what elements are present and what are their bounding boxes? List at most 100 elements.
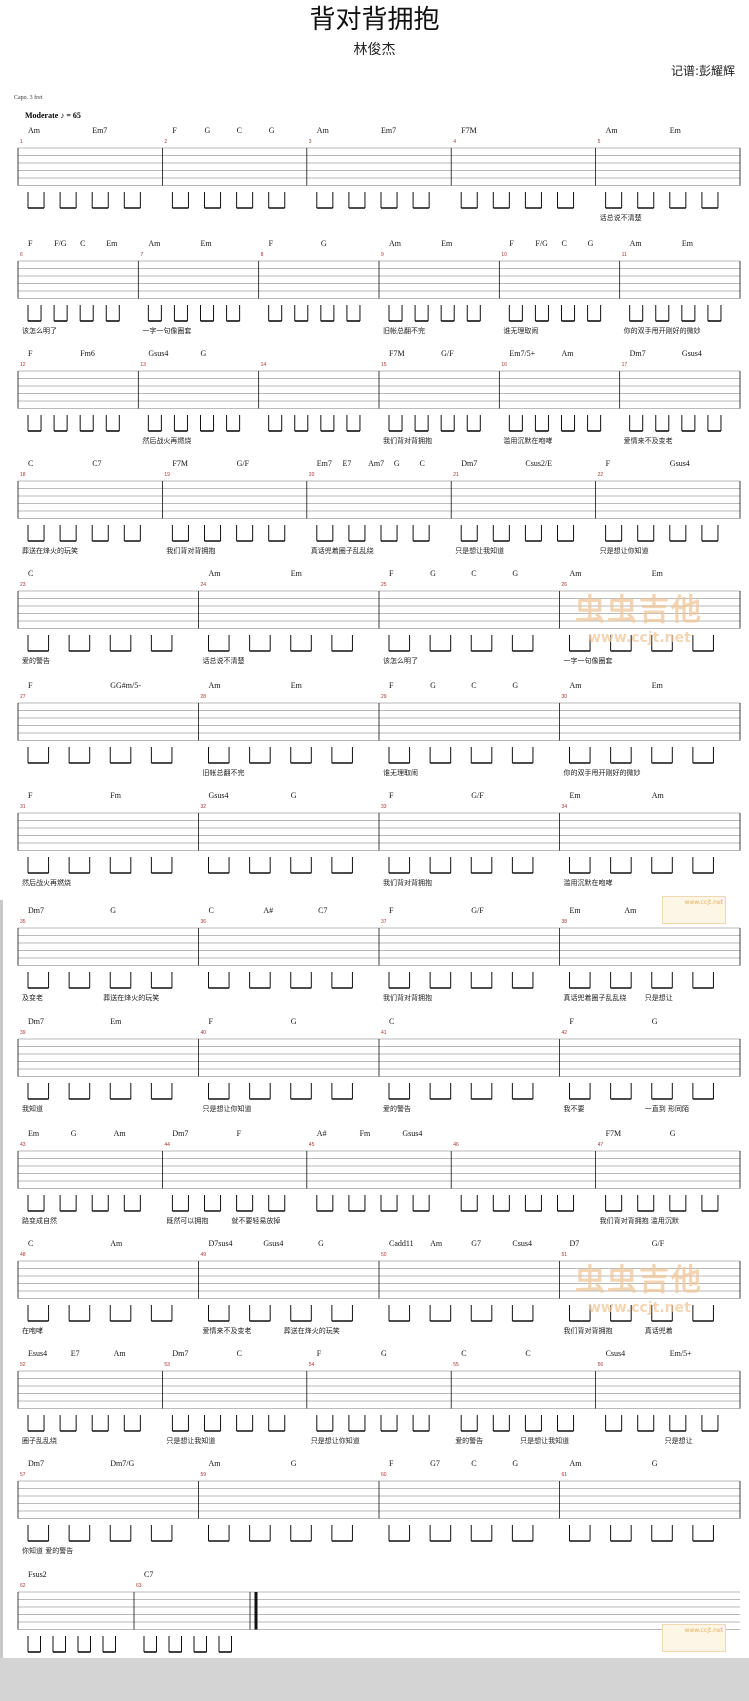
measure-number: 18 — [20, 472, 26, 478]
tab-staff — [17, 1038, 741, 1100]
lyric-line: 真话兜着 — [644, 1327, 673, 1335]
chord-name: GG#m/5- — [110, 681, 141, 690]
lyric-line: 葬送在烽火的玩笑 — [283, 1327, 340, 1335]
measure-number: 34 — [561, 804, 568, 810]
tab-system: 12 F Fm6 13 Gsus4 G 14 15 F7M G/F 16 Em7/5+ Am 17 Dm7 G… — [0, 349, 749, 449]
chord-name: Em — [651, 681, 663, 690]
chord-name: Gsus4 — [208, 791, 229, 800]
chord-name: C — [561, 239, 567, 248]
measure-number: 3 — [308, 139, 312, 145]
measure-number: 44 — [164, 1142, 170, 1148]
measure-number: 21 — [453, 472, 459, 478]
tab-system: 62 Fsus2 63 C7 — [0, 1570, 749, 1670]
lyric-line: 真话兜着圈子乱乱绕 — [310, 547, 374, 555]
chord-name: G — [381, 1349, 387, 1358]
measure-number: 39 — [20, 1030, 26, 1036]
chord-name: G — [290, 1017, 297, 1026]
chord-name: Am — [629, 239, 642, 248]
measure-number: 37 — [381, 919, 387, 925]
page-edge — [0, 900, 3, 1658]
chord-name: G — [110, 906, 117, 915]
measure-number: 30 — [561, 694, 568, 700]
chord-name: G7 — [430, 1459, 440, 1468]
chord-name: F7M — [389, 349, 405, 358]
measure-number: 56 — [597, 1362, 604, 1368]
lyric-line: 及变老 — [22, 994, 43, 1002]
tab-system: 18 C C7 19 F7M G/F 20 Em7 E7 Am7 G C 21 Dm7 Csus2/E 22 F… — [0, 459, 749, 559]
measure-number: 63 — [136, 1583, 142, 1589]
measure-number: 47 — [597, 1142, 604, 1148]
tab-system: 31 F Fm 32 Gsus4 G 33 F G/F 34 Em Am 然后战火再燃烧 我们背对背拥抱滥… — [0, 791, 749, 891]
chord-name: Am — [561, 349, 574, 358]
watermark-site: www.ccjt.net — [588, 630, 691, 646]
chord-name: G/F — [651, 1239, 665, 1248]
lyric-line: 我们背对背拥抱 — [383, 437, 432, 445]
chord-name: F — [28, 791, 33, 800]
chord-name: Gsus4 — [669, 459, 690, 468]
measure-number: 32 — [200, 804, 207, 810]
chord-name: Am — [430, 1239, 443, 1248]
chord-name: C — [80, 239, 86, 248]
chord-name: G — [651, 1017, 658, 1026]
tab-system: 1 Am Em7 2 F G C G 3 Am Em7 4 F7M 5 Am Em 话总说不清楚 — [0, 126, 749, 226]
tab-system: 27 F GG#m/5- 28 Am Em 29 F G C G 30 Am Em 旧帐总翻不完 谁无理取闹你… — [0, 681, 749, 781]
lyric-line: 滥用沉默在咆哮 — [503, 437, 553, 445]
lyric-line: 爱的警告 — [455, 1437, 484, 1445]
chord-name: F — [389, 791, 394, 800]
chord-name: Em/5+ — [669, 1349, 692, 1358]
tab-staff — [17, 480, 741, 542]
lyric-line: 我知道 — [22, 1105, 43, 1113]
chord-name: C — [28, 1239, 34, 1248]
chord-name: G — [430, 681, 436, 690]
chord-name: Am — [148, 239, 161, 248]
tab-sheet: 背对背拥抱 林俊杰 记谱:彭耀辉 Capo. 3 fret Moderate ♪… — [0, 0, 749, 1658]
lyric-line: 爱的警告 — [22, 657, 50, 665]
lyric-line: 圈子乱乱绕 — [22, 1437, 57, 1445]
lyric-line: 只是想让 — [664, 1437, 693, 1445]
chord-name: F — [389, 1459, 394, 1468]
lyric-line: 只是想让你知道 — [202, 1105, 252, 1113]
tab-system: 23 C 24 Am Em 25 F G C G 26 Am Em 爱的警告 话总说不清楚 该怎么明了 一字一句… — [0, 569, 749, 669]
measure-number: 36 — [200, 919, 207, 925]
chord-name: Dm7 — [461, 459, 478, 468]
chord-name: C7 — [92, 459, 102, 468]
chord-name: C — [28, 459, 34, 468]
lyric-line: 旧帐总翻不完 — [202, 769, 245, 777]
measure-number: 50 — [381, 1252, 387, 1258]
measure-number: 31 — [20, 804, 26, 810]
lyric-line: 话总说不清楚 — [202, 657, 245, 665]
measure-number: 14 — [260, 362, 267, 368]
chord-name: Am — [110, 1239, 123, 1248]
chord-name: Csus4 — [605, 1349, 626, 1358]
chord-name: A# — [316, 1129, 327, 1138]
chord-name: C7 — [318, 906, 328, 915]
chord-name: Am — [208, 1459, 221, 1468]
chord-name: D7sus4 — [208, 1239, 233, 1248]
chord-name: G/F — [471, 906, 484, 915]
measure-number: 16 — [501, 362, 507, 368]
arranger-credit: 记谱:彭耀辉 — [670, 64, 735, 78]
chord-name: Am — [113, 1129, 126, 1138]
chord-name: F — [236, 1129, 242, 1138]
chord-name: C — [471, 1459, 477, 1468]
measure-number: 62 — [20, 1583, 26, 1589]
measure-number: 42 — [561, 1030, 568, 1036]
chord-name: Dm7 — [28, 1459, 44, 1468]
lyric-line: 滥用沉默在咆哮 — [563, 879, 613, 887]
measure-number: 28 — [200, 694, 207, 700]
tab-system: 39 Dm7 Em 40 F G 41 C 42 F G 我知道 只是想让你知道 爱的警告 我不要 一直到 形… — [0, 1017, 749, 1117]
chord-name: F — [172, 126, 177, 135]
tab-system: 35Dm7G36CA#C737FG/F38EmAmG及变老葬送在烽火的玩笑我们背… — [0, 906, 749, 1006]
lyric-line: 只是想让你知道 — [310, 1437, 360, 1445]
chord-name: Am — [113, 1349, 126, 1358]
lyric-line: 然后战火再燃烧 — [22, 879, 71, 887]
chord-name: G — [587, 239, 594, 248]
chord-name: Fm6 — [80, 349, 95, 358]
lyric-line: 路变成自然 — [22, 1217, 57, 1225]
measure-number: 9 — [381, 252, 384, 258]
chord-name: F — [389, 906, 394, 915]
lyric-line: 我们背对背拥抱 — [563, 1327, 613, 1335]
measure-number: 19 — [164, 472, 170, 478]
chord-name: G/F — [471, 791, 484, 800]
watermark-site: www.ccjt.net — [588, 1300, 691, 1316]
